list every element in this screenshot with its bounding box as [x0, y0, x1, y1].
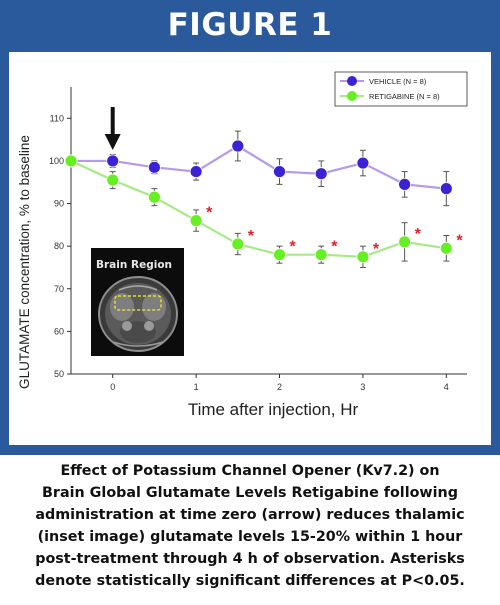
retigabine-point	[356, 250, 370, 264]
inset-label: Brain Region	[96, 259, 172, 271]
y-tick-label: 50	[54, 369, 64, 379]
x-tick-label: 3	[360, 382, 365, 392]
legend-marker-retigabine	[347, 91, 357, 101]
legend: VEHICLE (N = 8) RETIGABINE (N = 8)	[334, 71, 468, 107]
y-tick-label: 100	[49, 156, 64, 166]
legend-label-vehicle: VEHICLE (N = 8)	[369, 77, 427, 86]
y-axis-label: GLUTAMATE concentration, % to baseline	[17, 135, 32, 389]
retigabine-point	[106, 173, 120, 187]
vehicle-point	[273, 165, 286, 178]
y-tick-label: 110	[50, 113, 64, 123]
vehicle-point	[356, 156, 370, 170]
vehicle-point	[106, 154, 120, 168]
brain-scan-image	[98, 276, 178, 352]
retigabine-point	[189, 214, 203, 227]
x-tick-label: 1	[194, 382, 199, 392]
y-tick-label: 70	[54, 284, 64, 294]
retigabine-point	[398, 235, 412, 249]
x-tick-label: 4	[444, 382, 449, 392]
brain-region-inset: Brain Region	[91, 248, 184, 356]
x-axis-label: Time after injection, Hr	[188, 400, 359, 419]
retigabine-point	[439, 241, 453, 255]
vehicle-point	[189, 165, 203, 178]
caption-line: Effect of Potassium Channel Opener (Kv7.…	[60, 463, 440, 479]
caption-line: Brain Global Glutamate Levels Retigabine…	[42, 485, 458, 501]
y-tick-label: 90	[54, 199, 64, 209]
significance-asterisk: *	[415, 226, 422, 243]
x-tick-label: 0	[110, 382, 115, 392]
thalamus-highlight	[114, 295, 162, 311]
figure-title: FIGURE 1	[167, 7, 333, 43]
vehicle-point	[148, 160, 161, 174]
significance-asterisk: *	[206, 205, 213, 222]
legend-label-retigabine: RETIGABINE (N = 8)	[369, 92, 440, 101]
time-zero-arrow-head	[104, 134, 121, 150]
y-tick-label: 60	[54, 326, 64, 336]
plot-area: * * * * * * *	[64, 107, 463, 268]
retigabine-point	[273, 248, 286, 262]
legend-box	[334, 71, 468, 107]
significance-asterisk: *	[290, 239, 297, 256]
retigabine-point	[148, 190, 161, 204]
significance-asterisk: *	[373, 241, 380, 258]
caption-line: denote statistically significant differe…	[35, 573, 465, 589]
x-tick-label: 2	[277, 382, 282, 392]
chart-panel: 50 60 70 80 90 100 110 0 1 2 3 4 GLUTAMATE concentr…	[9, 52, 491, 445]
vehicle-point	[231, 139, 245, 153]
vehicle-point	[398, 177, 412, 191]
caption-line: administration at time zero (arrow) redu…	[35, 507, 465, 523]
glutamate-chart: 50 60 70 80 90 100 110 0 1 2 3 4 GLUTAMATE concentr…	[17, 71, 468, 419]
vehicle-point	[314, 167, 328, 181]
legend-marker-vehicle	[347, 76, 357, 86]
vehicle-line	[71, 144, 447, 190]
significance-asterisk: *	[248, 228, 255, 245]
retigabine-line	[70, 159, 447, 258]
caption-line: (inset image) glutamate levels 15-20% wi…	[37, 529, 463, 545]
significance-asterisk: *	[456, 232, 463, 249]
vehicle-point	[439, 182, 453, 196]
retigabine-point	[314, 248, 328, 262]
retigabine-point	[64, 154, 78, 168]
retigabine-point	[231, 237, 245, 251]
significance-asterisk: *	[331, 239, 338, 256]
y-tick-label: 80	[54, 241, 64, 251]
figure-caption: Effect of Potassium Channel Opener (Kv7.…	[8, 460, 492, 592]
caption-line: post-treatment through 4 h of observatio…	[35, 551, 465, 567]
